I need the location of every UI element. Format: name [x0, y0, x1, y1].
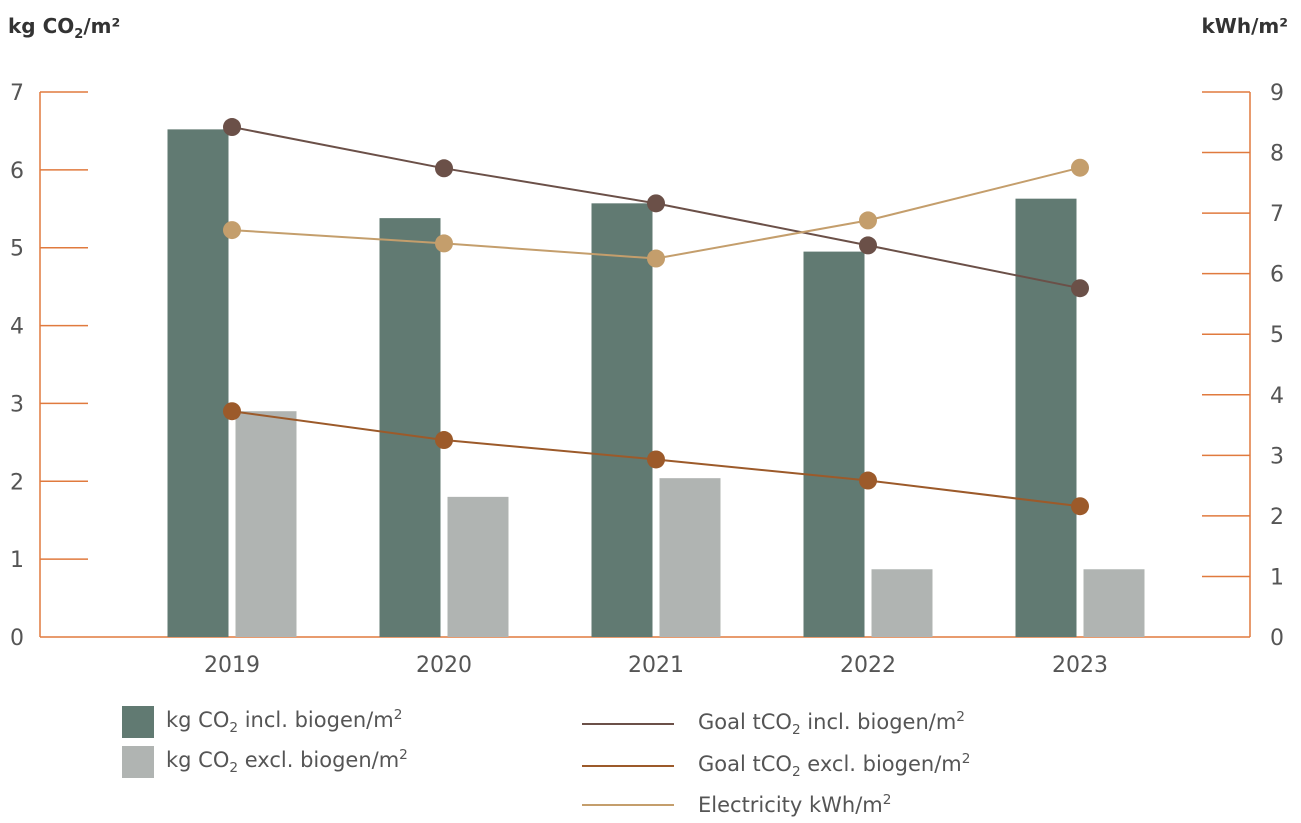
legend-item-incl: kg CO2 incl. biogen/m2: [122, 706, 402, 738]
bar-excl: [447, 496, 509, 637]
point-goal_excl: [647, 450, 665, 469]
legend-item-excl: kg CO2 excl. biogen/m2: [122, 746, 408, 778]
legend-swatch-elec: [582, 803, 674, 806]
bar-incl: [591, 203, 653, 638]
legend-label-goal-incl: Goal tCO2 incl. biogen/m2: [698, 709, 965, 739]
right-tick-label: 1: [1270, 565, 1284, 590]
x-tick-label: 2022: [840, 653, 896, 678]
bar-excl: [1083, 569, 1145, 637]
legend-label-incl: kg CO2 incl. biogen/m2: [166, 707, 403, 737]
point-elec: [859, 211, 877, 230]
point-elec: [1071, 158, 1089, 177]
right-axis-title: kWh/m²: [1201, 14, 1288, 38]
point-goal_excl: [1071, 497, 1089, 516]
legend-item-goal-excl: Goal tCO2 excl. biogen/m2: [582, 751, 970, 780]
right-tick-label: 9: [1270, 81, 1284, 106]
point-elec: [435, 234, 453, 253]
legend-swatch-incl: [122, 706, 154, 738]
left-tick-label: 5: [10, 237, 24, 262]
x-tick-label: 2019: [204, 653, 260, 678]
point-goal_incl: [859, 236, 877, 255]
point-goal_incl: [1071, 279, 1089, 298]
right-tick-label: 3: [1270, 444, 1284, 469]
right-tick-label: 4: [1270, 384, 1284, 409]
x-tick-label: 2023: [1052, 653, 1108, 678]
right-tick-label: 0: [1270, 626, 1284, 651]
left-tick-label: 2: [10, 470, 24, 495]
right-tick-label: 6: [1270, 263, 1284, 288]
legend-swatch-excl: [122, 746, 154, 778]
point-goal_excl: [435, 431, 453, 450]
point-goal_incl: [647, 194, 665, 213]
right-tick-label: 2: [1270, 505, 1284, 530]
bar-excl: [871, 569, 933, 637]
point-goal_incl: [223, 118, 241, 137]
series-line-elec: [231, 166, 1081, 260]
bar-incl: [167, 129, 229, 637]
bar-excl: [659, 478, 721, 637]
legend-label-excl: kg CO2 excl. biogen/m2: [166, 747, 408, 777]
right-tick-label: 7: [1270, 202, 1284, 227]
legend-label-goal-excl: Goal tCO2 excl. biogen/m2: [698, 751, 971, 781]
right-tick-label: 8: [1270, 142, 1284, 167]
left-axis-title: kg CO2/m²: [8, 14, 120, 42]
bar-incl: [379, 218, 441, 637]
legend-item-goal-incl: Goal tCO2 incl. biogen/m2: [582, 709, 965, 738]
left-tick-label: 1: [10, 548, 24, 573]
legend-swatch-goal-excl: [582, 764, 674, 767]
left-tick-label: 6: [10, 159, 24, 184]
point-elec: [647, 249, 665, 268]
point-goal_incl: [435, 159, 453, 178]
bar-incl: [803, 251, 865, 637]
legend-label-elec: Electricity kWh/m2: [698, 792, 892, 817]
right-tick-label: 5: [1270, 323, 1284, 348]
left-tick-label: 3: [10, 392, 24, 417]
legend-swatch-goal-incl: [582, 722, 674, 725]
point-elec: [223, 221, 241, 240]
bar-incl: [1015, 198, 1077, 637]
point-goal_excl: [859, 471, 877, 490]
left-tick-label: 7: [10, 81, 24, 106]
bar-excl: [235, 411, 297, 637]
x-tick-label: 2020: [416, 653, 472, 678]
left-tick-label: 4: [10, 315, 24, 340]
x-tick-label: 2021: [628, 653, 684, 678]
left-tick-label: 0: [10, 626, 24, 651]
legend-item-elec: Electricity kWh/m2: [582, 792, 891, 817]
point-goal_excl: [223, 402, 241, 421]
